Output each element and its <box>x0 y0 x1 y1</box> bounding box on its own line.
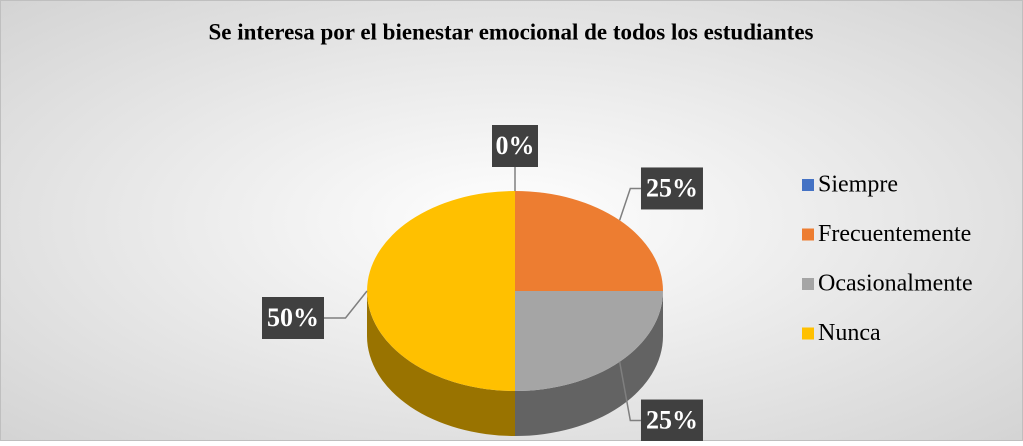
legend-label: Nunca <box>818 320 881 346</box>
data-label: 50% <box>267 303 319 332</box>
data-label: 0% <box>496 131 535 160</box>
leader-line <box>324 290 368 319</box>
pie-slice <box>515 291 663 391</box>
legend-swatch <box>802 179 814 191</box>
leader-line <box>618 361 641 422</box>
legend-swatch <box>802 228 814 241</box>
chart-title: Se interesa por el bienestar emocional d… <box>208 19 813 44</box>
data-label-box <box>492 125 538 167</box>
legend-label: Ocasionalmente <box>818 271 973 297</box>
data-label: 25% <box>646 173 698 202</box>
data-label-box <box>262 297 324 339</box>
legend-label: Siempre <box>818 172 898 198</box>
legend-swatch <box>802 327 814 340</box>
leader-line <box>618 187 641 221</box>
legend-swatch <box>802 278 814 290</box>
pie-slice <box>515 191 663 291</box>
data-label-box <box>640 167 703 210</box>
pie-side <box>367 291 515 436</box>
legend-label: Frecuentemente <box>818 221 971 247</box>
pie-slice <box>367 191 515 391</box>
data-label: 25% <box>646 405 698 434</box>
data-label-box <box>640 399 703 442</box>
